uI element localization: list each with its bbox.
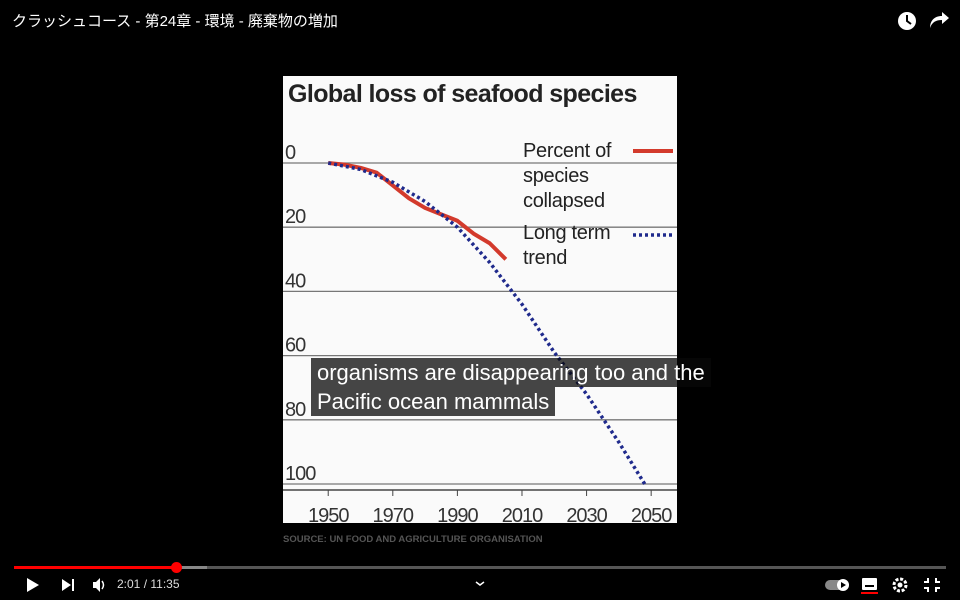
chevron[interactable] — [475, 581, 485, 586]
y-tick-label: 40 — [285, 270, 306, 292]
x-tick-label: 2030 — [566, 505, 607, 523]
time-display: 2:01 / 11:35 — [117, 577, 180, 591]
watch-later-icon[interactable] — [898, 12, 916, 30]
x-tick-label: 1970 — [373, 505, 414, 523]
y-tick-label: 60 — [285, 335, 306, 357]
y-tick-label: 20 — [285, 206, 306, 228]
y-tick-label: 80 — [285, 399, 306, 421]
settings-button[interactable] — [892, 577, 908, 593]
play-button[interactable] — [27, 578, 39, 592]
top-icons — [898, 12, 949, 30]
progress-bar[interactable] — [14, 562, 946, 573]
x-tick-label: 2010 — [502, 505, 543, 523]
next-button[interactable] — [62, 579, 74, 591]
chart: 0 20 40 60 80 100 1950 1970 1990 2010 2030 2050 Glo… — [283, 76, 677, 523]
video-title[interactable]: クラッシュコース - 第24章 - 環境 - 廃棄物の増加 — [12, 13, 338, 30]
x-tick-label: 1990 — [437, 505, 478, 523]
captions: organisms are disappearing too and the P… — [311, 358, 711, 416]
subtitles-button[interactable] — [861, 578, 878, 594]
legend-label: Long term trend — [523, 222, 611, 269]
chart-title: Global loss of seafood species — [288, 80, 637, 108]
caption-line: organisms are disappearing too and the — [311, 358, 711, 387]
share-icon[interactable] — [930, 12, 949, 28]
y-tick-label: 100 — [285, 463, 316, 485]
plot: 0 20 40 60 80 100 1950 1970 1990 2010 2030 2050 — [283, 142, 677, 523]
exit-fullscreen-button[interactable] — [924, 578, 940, 592]
volume-button[interactable] — [93, 578, 105, 592]
series-line — [328, 161, 508, 261]
scrubber[interactable] — [171, 562, 182, 573]
controls — [27, 577, 940, 594]
autoplay-toggle[interactable] — [825, 579, 849, 591]
y-tick-label: 0 — [285, 142, 296, 164]
x-tick-label: 1950 — [308, 505, 349, 523]
series-line — [327, 161, 647, 485]
caption-line: Pacific ocean mammals — [311, 387, 556, 416]
chart-source: SOURCE: UN FOOD AND AGRICULTURE ORGANISA… — [283, 534, 543, 545]
legend-label: Percent of species collapsed — [523, 140, 612, 212]
x-tick-label: 2050 — [631, 505, 672, 523]
